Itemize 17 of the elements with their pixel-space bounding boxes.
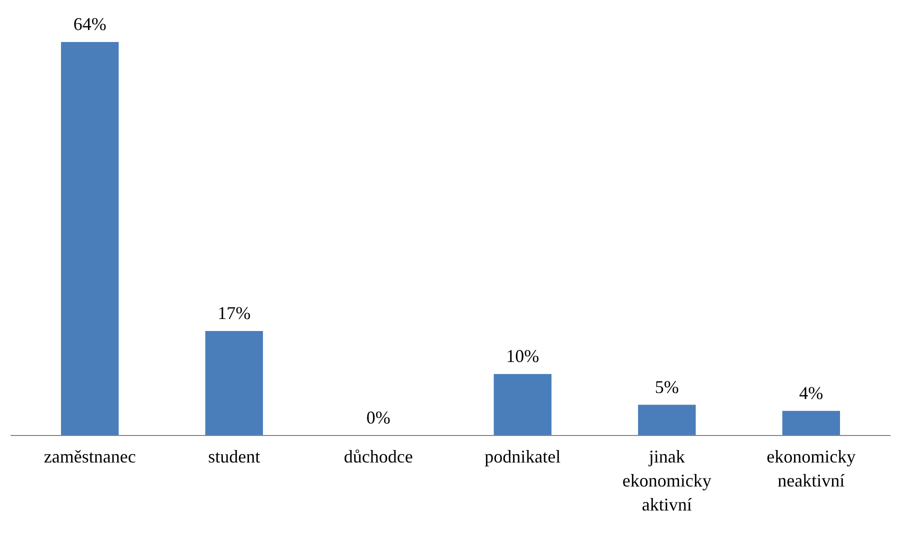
x-tick-label: podnikatel [484, 446, 561, 466]
x-tick-label: ekonomicky neaktivní [766, 446, 856, 490]
data-label: 17% [218, 302, 251, 323]
bar [60, 42, 119, 436]
data-label: 4% [799, 382, 824, 403]
x-tick-label: důchodce [344, 446, 413, 466]
data-label: 10% [506, 346, 540, 366]
x-tick-label: jinak ekonomicky aktivní [622, 446, 712, 514]
bar [494, 374, 552, 436]
bar [782, 410, 840, 436]
data-label: 5% [654, 376, 679, 397]
data-label: 0% [366, 408, 390, 428]
bar [205, 330, 263, 436]
data-label: 64% [73, 14, 106, 34]
x-tick-label: student [208, 446, 260, 466]
bar [638, 404, 696, 436]
x-tick-label: zaměstnanec [44, 446, 136, 466]
